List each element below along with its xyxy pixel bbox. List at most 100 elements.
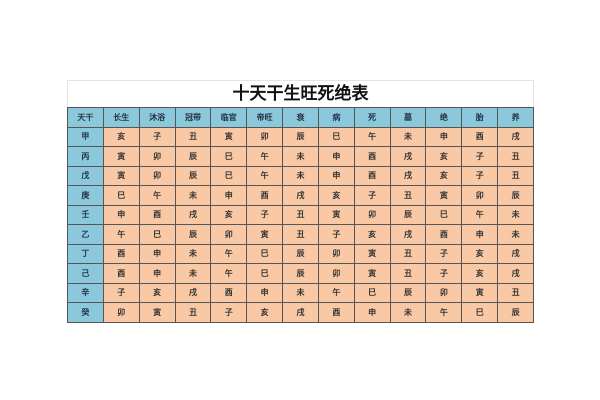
- table-cell: 午: [246, 165, 284, 186]
- table-cell: 午: [210, 243, 248, 264]
- table-cell: 午: [210, 263, 248, 284]
- table-cell: 辰: [174, 224, 212, 245]
- table-cell: 巳: [425, 204, 463, 225]
- table-container: 十天干生旺死绝表 天干 长生 沐浴 冠带 临官 帝旺衰病死墓绝胎养甲亥子丑寅卯辰巳午未申酉…: [67, 80, 534, 323]
- table-cell: 寅: [425, 185, 463, 206]
- table-cell: 申: [353, 302, 391, 323]
- table-cell: 申: [138, 243, 176, 264]
- table-row: 辛子亥戌酉申未午巳辰卯寅丑: [67, 282, 534, 303]
- stem-cell: 丁: [67, 243, 104, 264]
- table-cell: 酉: [425, 224, 463, 245]
- table-cell: 戌: [497, 243, 534, 264]
- stems-table: 天干 长生 沐浴 冠带 临官 帝旺衰病死墓绝胎养甲亥子丑寅卯辰巳午未申酉戌丙寅卯辰巳午未申…: [67, 107, 534, 323]
- table-cell: 寅: [246, 224, 284, 245]
- table-cell: 子: [138, 126, 176, 147]
- table-cell: 丑: [497, 146, 534, 167]
- table-row: 甲亥子丑寅卯辰巳午未申酉戌: [67, 126, 534, 147]
- header-row: 天干 长生 沐浴 冠带 临官 帝旺衰病死墓绝胎养: [67, 107, 534, 128]
- table-cell: 申: [102, 204, 140, 225]
- table-cell: 申: [317, 146, 355, 167]
- table-cell: 子: [317, 224, 355, 245]
- table-cell: 卯: [425, 282, 463, 303]
- table-cell: 未: [497, 224, 534, 245]
- table-cell: 申: [138, 263, 176, 284]
- stem-cell: 乙: [67, 224, 104, 245]
- column-header: 衰: [282, 107, 319, 128]
- table-cell: 酉: [461, 126, 499, 147]
- table-cell: 辰: [389, 282, 427, 303]
- table-cell: 酉: [102, 243, 140, 264]
- stem-cell: 癸: [67, 302, 104, 323]
- table-cell: 戌: [174, 204, 212, 225]
- table-cell: 午: [317, 282, 355, 303]
- table-cell: 丑: [174, 126, 212, 147]
- table-cell: 亥: [425, 165, 463, 186]
- column-header: 临官: [210, 107, 248, 128]
- column-header: 天干: [67, 107, 104, 128]
- table-cell: 亥: [353, 224, 391, 245]
- table-cell: 午: [353, 126, 391, 147]
- table-cell: 亥: [138, 282, 176, 303]
- table-cell: 子: [210, 302, 248, 323]
- stem-cell: 戊: [67, 165, 104, 186]
- page-title: 十天干生旺死绝表: [67, 80, 534, 107]
- table-cell: 巳: [246, 243, 284, 264]
- table-cell: 巳: [246, 263, 284, 284]
- table-cell: 子: [425, 263, 463, 284]
- column-header: 病: [317, 107, 355, 128]
- stem-cell: 己: [67, 263, 104, 284]
- column-header: 死: [353, 107, 391, 128]
- table-cell: 未: [282, 146, 319, 167]
- table-cell: 辰: [282, 126, 319, 147]
- table-cell: 子: [246, 204, 284, 225]
- table-cell: 酉: [138, 204, 176, 225]
- table-cell: 戌: [282, 185, 319, 206]
- column-header: 冠带: [174, 107, 212, 128]
- table-cell: 戌: [389, 165, 427, 186]
- table-cell: 未: [174, 263, 212, 284]
- table-cell: 寅: [353, 243, 391, 264]
- table-cell: 寅: [210, 126, 248, 147]
- table-cell: 未: [282, 282, 319, 303]
- table-cell: 亥: [461, 243, 499, 264]
- column-header: 绝: [425, 107, 463, 128]
- table-cell: 丑: [389, 185, 427, 206]
- stem-cell: 甲: [67, 126, 104, 147]
- table-cell: 午: [102, 224, 140, 245]
- table-cell: 巳: [353, 282, 391, 303]
- table-cell: 巳: [210, 165, 248, 186]
- table-cell: 寅: [353, 263, 391, 284]
- table-cell: 丑: [282, 224, 319, 245]
- table-row: 癸卯寅丑子亥戌酉申未午巳辰: [67, 302, 534, 323]
- table-cell: 未: [174, 243, 212, 264]
- table-cell: 申: [210, 185, 248, 206]
- table-cell: 亥: [461, 263, 499, 284]
- table-cell: 戌: [497, 126, 534, 147]
- table-row: 丙寅卯辰巳午未申酉戌亥子丑: [67, 146, 534, 167]
- table-cell: 卯: [317, 263, 355, 284]
- table-cell: 亥: [210, 204, 248, 225]
- table-cell: 辰: [389, 204, 427, 225]
- table-cell: 酉: [210, 282, 248, 303]
- table-cell: 酉: [353, 165, 391, 186]
- table-cell: 卯: [210, 224, 248, 245]
- table-cell: 巳: [317, 126, 355, 147]
- table-cell: 寅: [102, 165, 140, 186]
- table-cell: 丑: [497, 165, 534, 186]
- table-cell: 寅: [461, 282, 499, 303]
- column-header: 养: [497, 107, 534, 128]
- table-cell: 辰: [282, 243, 319, 264]
- table-cell: 卯: [102, 302, 140, 323]
- table-cell: 酉: [102, 263, 140, 284]
- table-cell: 酉: [246, 185, 284, 206]
- table-cell: 未: [174, 185, 212, 206]
- table-cell: 卯: [317, 243, 355, 264]
- table-cell: 子: [461, 146, 499, 167]
- stem-cell: 壬: [67, 204, 104, 225]
- table-cell: 申: [246, 282, 284, 303]
- table-cell: 子: [461, 165, 499, 186]
- table-cell: 酉: [317, 302, 355, 323]
- table-cell: 未: [389, 126, 427, 147]
- stem-cell: 辛: [67, 282, 104, 303]
- table-cell: 辰: [497, 302, 534, 323]
